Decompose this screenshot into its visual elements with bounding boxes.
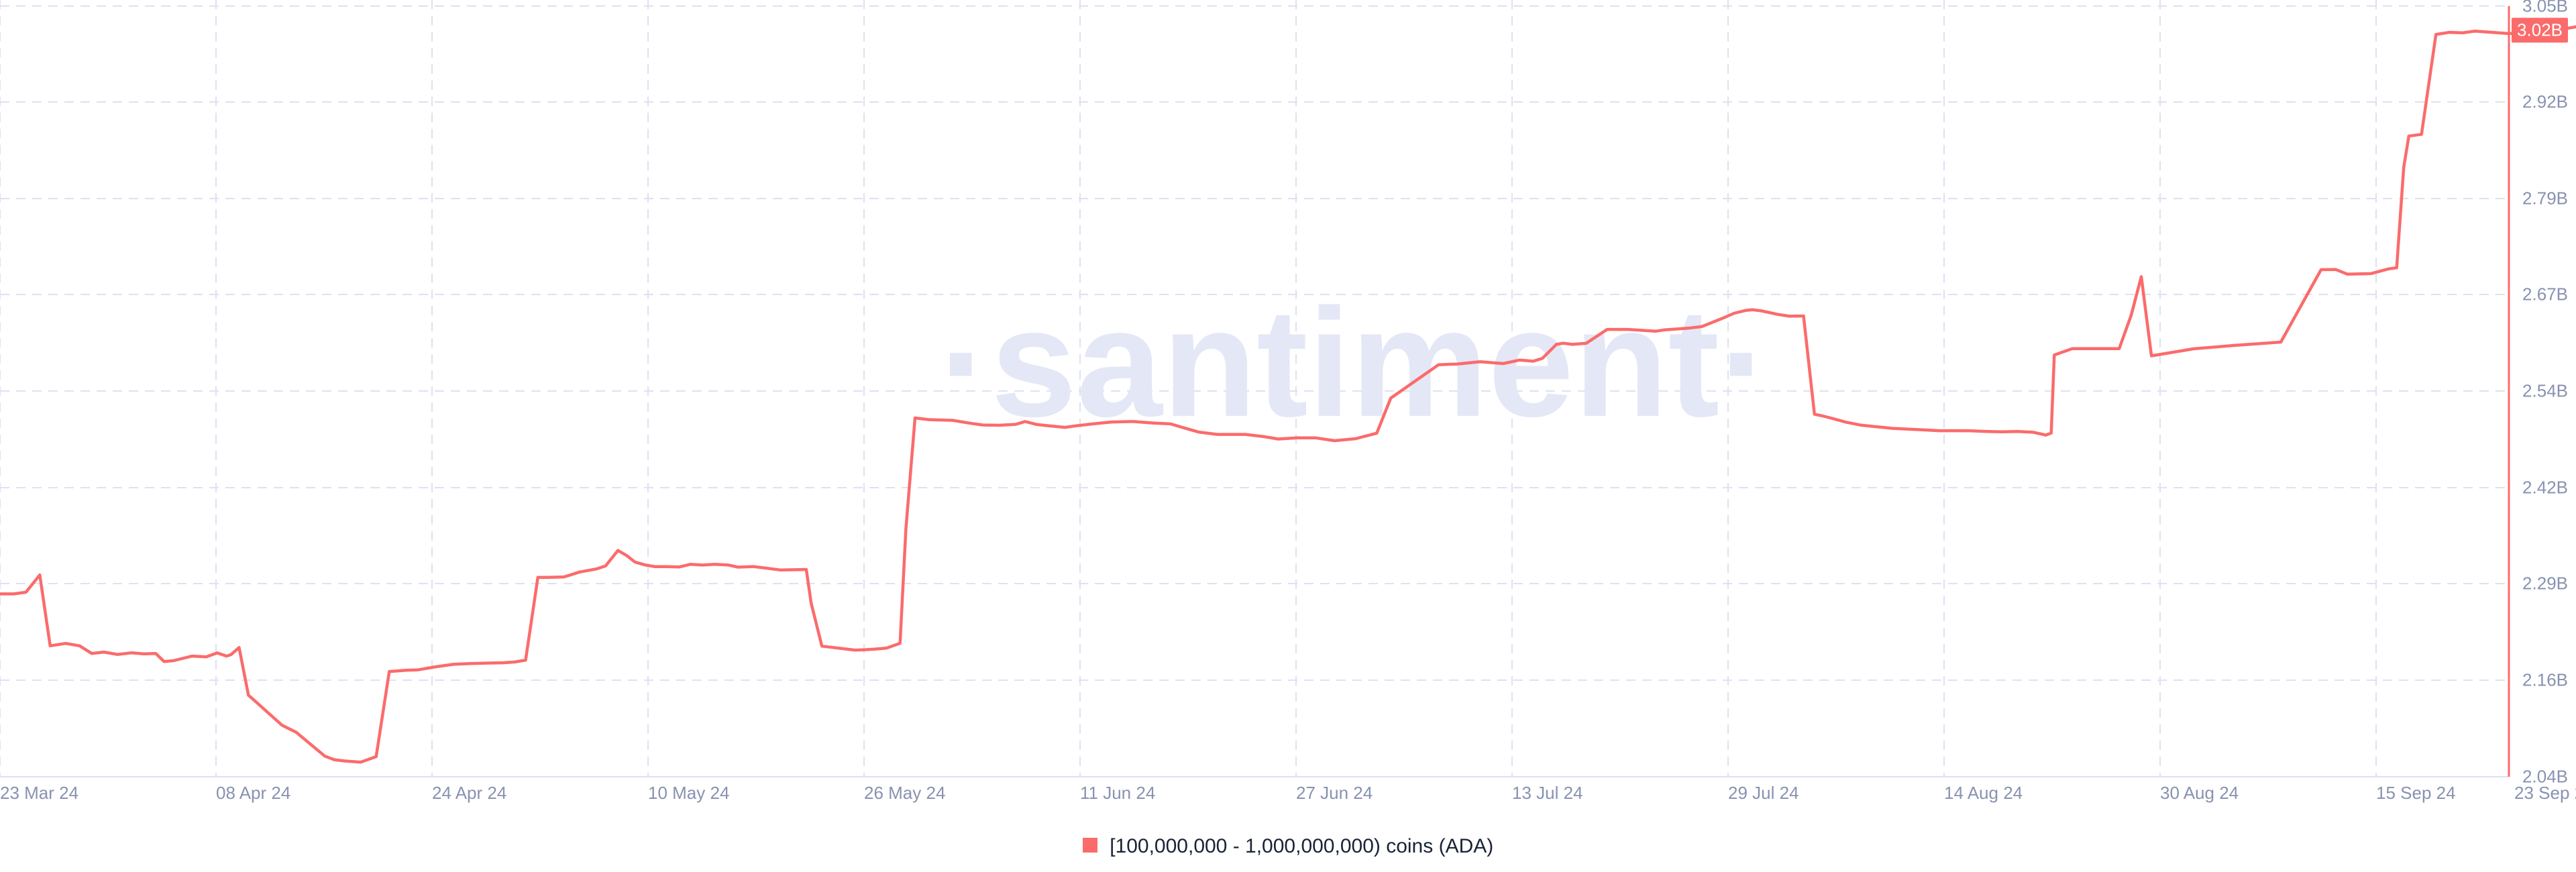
svg-text:·santiment·: ·santiment· [939,276,1771,449]
